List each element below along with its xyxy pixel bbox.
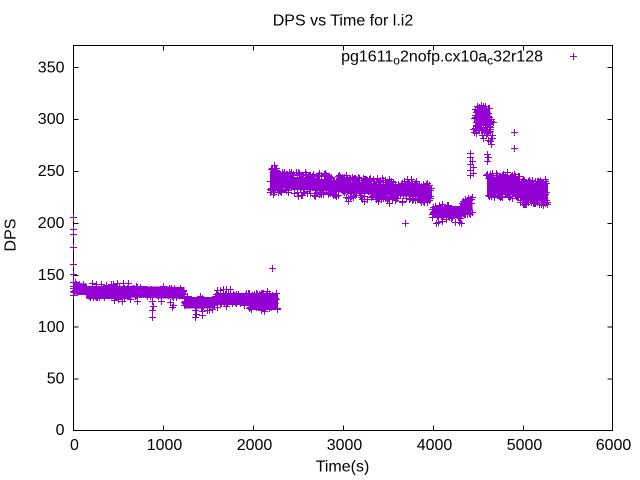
svg-text:3000: 3000 <box>327 437 363 454</box>
svg-text:200: 200 <box>38 215 65 232</box>
svg-text:350: 350 <box>38 59 65 76</box>
svg-text:100: 100 <box>38 319 65 336</box>
svg-text:50: 50 <box>47 371 65 388</box>
svg-text:pg1611o2nofp.cx10ac32r128: pg1611o2nofp.cx10ac32r128 <box>341 49 543 68</box>
svg-text:6000: 6000 <box>596 437 632 454</box>
svg-text:0: 0 <box>56 422 65 439</box>
svg-text:250: 250 <box>38 163 65 180</box>
svg-text:DPS vs Time for l.i2: DPS vs Time for l.i2 <box>273 13 414 30</box>
svg-text:2000: 2000 <box>237 437 273 454</box>
svg-text:300: 300 <box>38 111 65 128</box>
svg-text:DPS: DPS <box>3 219 20 252</box>
svg-text:0: 0 <box>70 437 79 454</box>
svg-text:1000: 1000 <box>147 437 183 454</box>
svg-text:150: 150 <box>38 267 65 284</box>
svg-text:Time(s): Time(s) <box>316 459 370 476</box>
svg-text:5000: 5000 <box>507 437 543 454</box>
svg-text:4000: 4000 <box>417 437 453 454</box>
